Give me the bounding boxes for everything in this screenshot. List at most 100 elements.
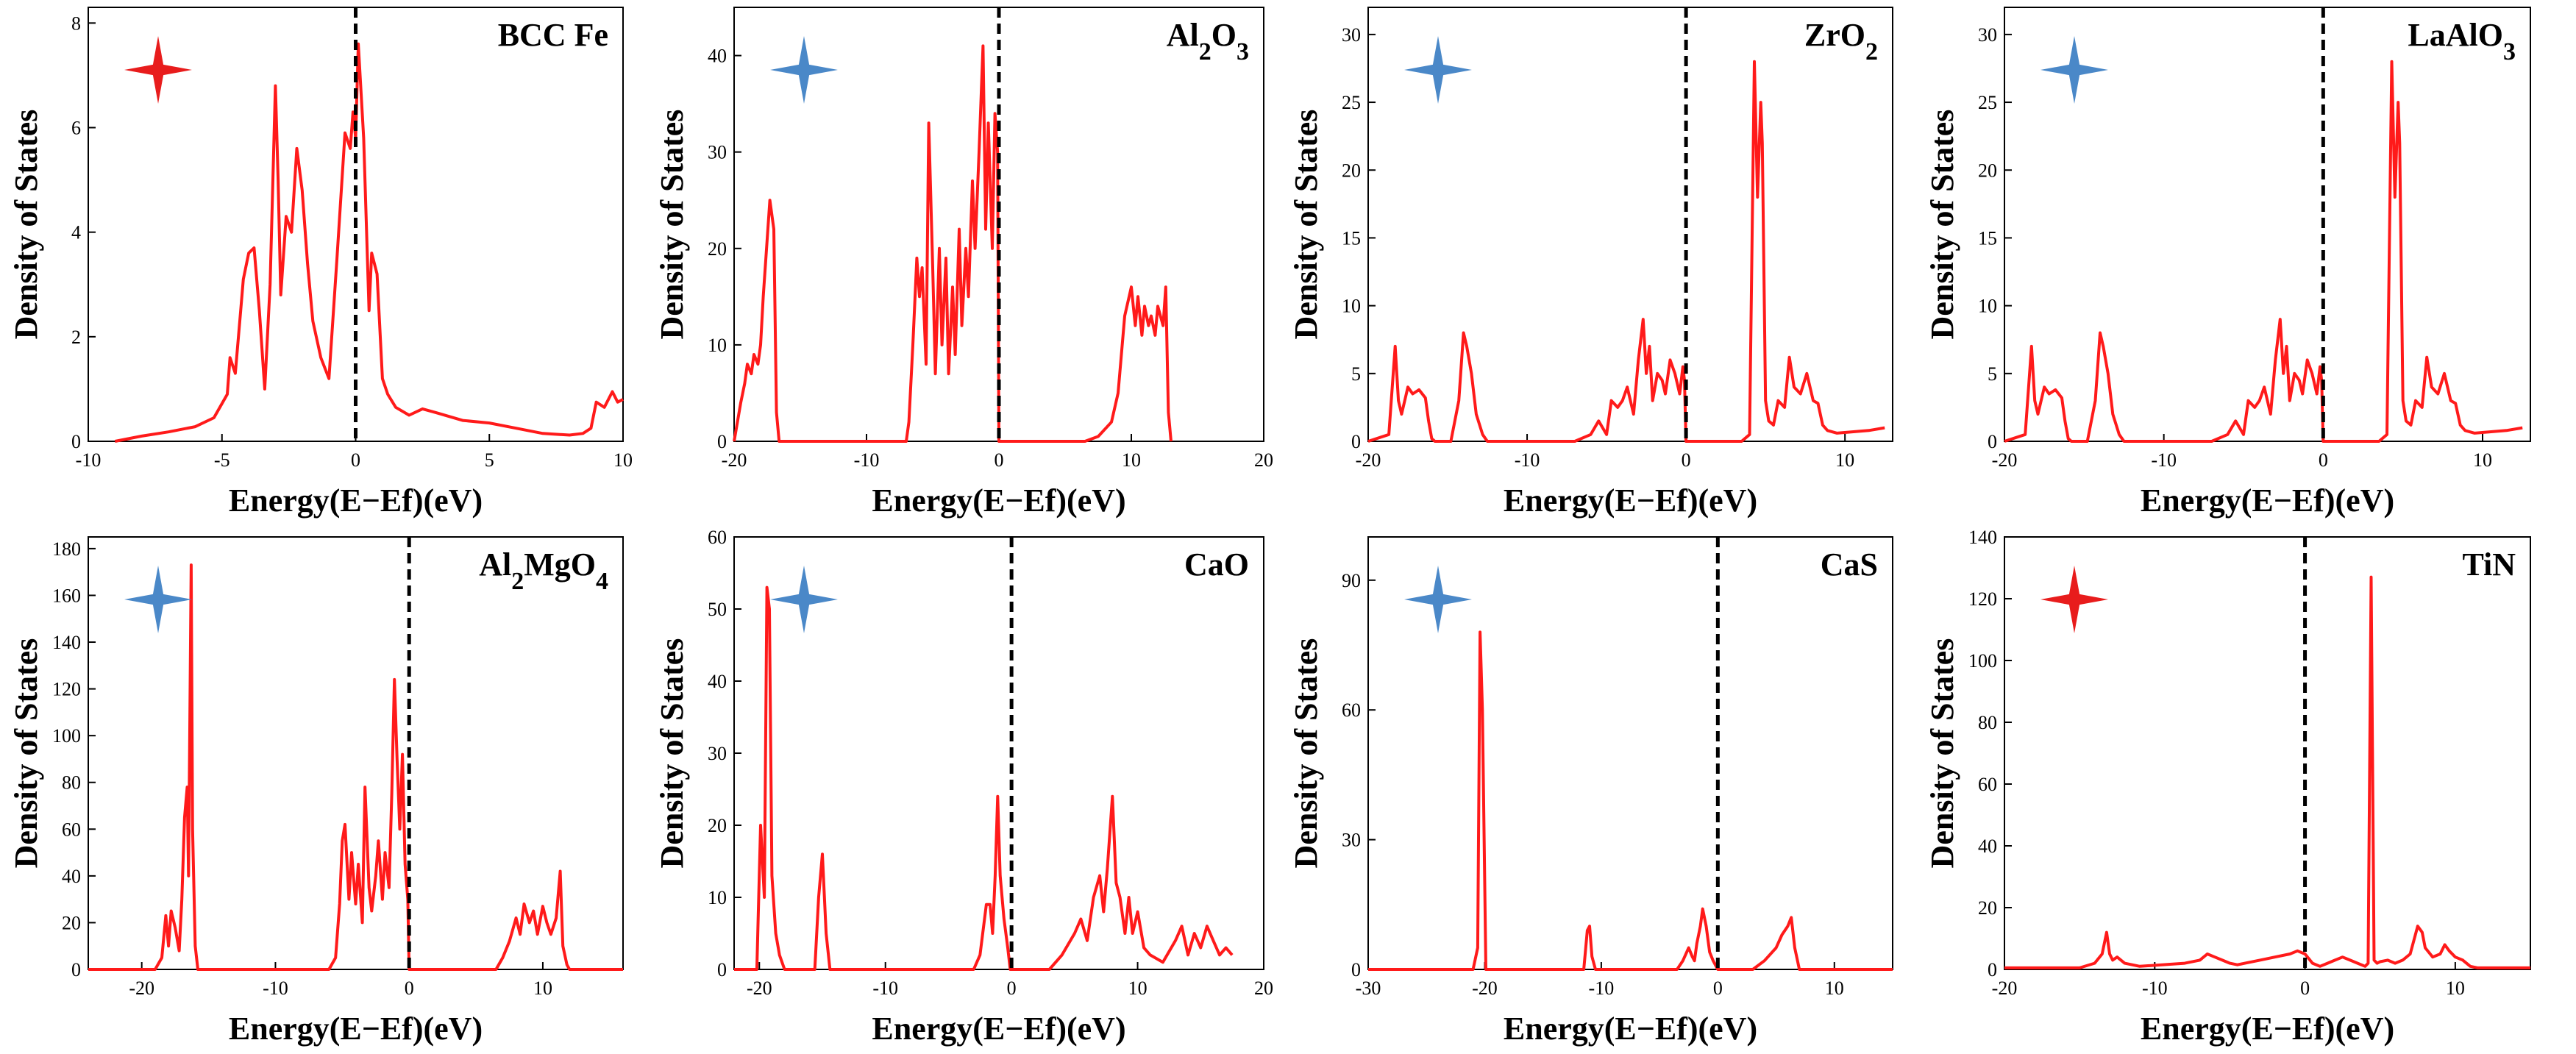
y-axis-label: Density of States <box>8 110 44 340</box>
panel-title: ZrO2 <box>1804 17 1878 65</box>
y-tick-label: 120 <box>1968 588 1997 610</box>
x-tick-label: -20 <box>747 978 772 999</box>
y-tick-label: 15 <box>1978 227 1997 249</box>
dos-panel-6: -20 -10 0 10 20 0 10 20 30 40 50 60 CaO Energy(E−Ef)(… <box>654 527 1273 1047</box>
y-tick-label: 50 <box>708 599 727 620</box>
dos-curve <box>2004 60 2523 443</box>
panel-title: CaO <box>1184 546 1249 583</box>
y-axis-label: Density of States <box>654 638 690 869</box>
y-tick-label: 40 <box>1978 836 1997 857</box>
blue-star-icon <box>124 566 192 633</box>
y-tick-label: 10 <box>708 887 727 908</box>
x-axis-label: Energy(E−Ef)(eV) <box>1504 483 1757 519</box>
y-tick-label: 40 <box>708 46 727 67</box>
y-tick-label: 20 <box>708 238 727 260</box>
plot-frame <box>88 536 624 970</box>
y-tick-label: 100 <box>52 725 81 747</box>
y-tick-label: 5 <box>1351 363 1361 385</box>
x-tick-label: -5 <box>214 449 230 471</box>
dos-panel-4: -20 -10 0 10 0 5 10 15 20 25 30 LaAlO3 Energy(E−Ef)(… <box>1924 7 2531 519</box>
x-tick-label: 0 <box>1713 978 1723 999</box>
y-tick-label: 0 <box>71 959 81 980</box>
dos-curve <box>734 585 1234 971</box>
x-tick-label: -20 <box>1992 449 2018 471</box>
y-tick-label: 8 <box>71 13 81 34</box>
x-tick-label: -10 <box>263 978 288 999</box>
dos-curve <box>1367 60 1885 443</box>
y-tick-label: 30 <box>1342 24 1361 46</box>
panel-title: Al2MgO4 <box>479 546 608 595</box>
y-tick-label: 20 <box>1978 160 1997 181</box>
y-tick-label: 40 <box>62 866 81 887</box>
x-axis-label: Energy(E−Ef)(eV) <box>872 483 1125 519</box>
y-tick-label: 60 <box>708 527 727 548</box>
y-tick-label: 25 <box>1342 92 1361 113</box>
y-tick-label: 80 <box>1978 712 1997 733</box>
dos-panel-1: -10 -5 0 5 10 0 2 4 6 8 BCC Fe Energy(E−Ef)(eV) Dens… <box>8 7 633 519</box>
y-tick-label: 60 <box>1342 699 1361 721</box>
dos-panel-2: -20 -10 0 10 20 0 10 20 30 40 Al2O3 Energy(E−Ef)(eV… <box>654 7 1273 519</box>
y-tick-label: 0 <box>1988 959 1997 980</box>
y-axis-label: Density of States <box>1924 110 1960 340</box>
y-tick-label: 30 <box>708 142 727 163</box>
x-tick-label: -10 <box>1589 978 1615 999</box>
y-axis-label: Density of States <box>1288 638 1324 869</box>
panel-title: Al2O3 <box>1167 17 1249 65</box>
x-tick-label: 0 <box>351 449 360 471</box>
y-tick-label: 20 <box>1978 897 1997 919</box>
y-tick-label: 10 <box>1978 296 1997 317</box>
blue-star-icon <box>1404 566 1472 633</box>
dos-panel-3: -20 -10 0 10 0 5 10 15 20 25 30 ZrO2 Energy(E−Ef)(eV… <box>1288 7 1893 519</box>
x-tick-label: -20 <box>1472 978 1498 999</box>
x-tick-label: -10 <box>2151 449 2177 471</box>
x-tick-label: 0 <box>2300 978 2310 999</box>
dos-panel-8: -20 -10 0 10020406080100120140TiNEnergy(E−E… <box>1924 527 2531 1047</box>
y-tick-label: 80 <box>62 772 81 794</box>
red-star-icon <box>2040 566 2108 633</box>
y-tick-label: 120 <box>52 679 81 700</box>
y-tick-label: 30 <box>1342 830 1361 851</box>
y-tick-label: 160 <box>52 585 81 606</box>
x-tick-label: -20 <box>722 449 747 471</box>
y-tick-label: 0 <box>71 431 81 452</box>
y-tick-label: 0 <box>717 431 727 452</box>
x-axis-label: Energy(E−Ef)(eV) <box>229 1011 483 1047</box>
x-tick-label: 10 <box>2473 449 2492 471</box>
x-tick-label: -20 <box>1992 978 2018 999</box>
x-tick-label: -20 <box>129 978 154 999</box>
y-tick-label: 2 <box>71 327 81 348</box>
blue-star-icon <box>2040 36 2108 104</box>
plot-frame <box>2004 536 2531 970</box>
plot-frame <box>2004 7 2531 442</box>
x-axis-label: Energy(E−Ef)(eV) <box>2141 483 2394 519</box>
dos-curve <box>1368 630 1893 971</box>
y-tick-label: 0 <box>1351 959 1361 980</box>
y-axis-label: Density of States <box>8 638 44 869</box>
x-tick-label: 0 <box>2319 449 2328 471</box>
y-tick-label: 60 <box>1978 774 1997 795</box>
dos-panel-7: -30 -20 -10 0 10 0 30 60 90 CaS Energy(E−Ef)(eV) De… <box>1288 536 1893 1047</box>
y-tick-label: 15 <box>1342 227 1361 249</box>
y-tick-label: 0 <box>1351 431 1361 452</box>
y-tick-label: 20 <box>1342 160 1361 181</box>
y-axis-label: Density of States <box>1288 110 1324 340</box>
x-tick-label: 20 <box>1254 449 1273 471</box>
x-tick-label: 10 <box>1122 449 1141 471</box>
x-tick-label: 20 <box>1254 978 1273 999</box>
y-tick-label: 4 <box>71 222 81 243</box>
panel-title: BCC Fe <box>498 17 608 53</box>
x-tick-label: 10 <box>613 449 633 471</box>
x-tick-label: 0 <box>995 449 1004 471</box>
x-tick-label: 0 <box>405 978 414 999</box>
x-tick-label: 10 <box>1825 978 1844 999</box>
y-axis-label: Density of States <box>654 110 690 340</box>
x-axis-label: Energy(E−Ef)(eV) <box>2141 1011 2394 1047</box>
y-tick-label: 5 <box>1988 363 1997 385</box>
x-tick-label: -10 <box>76 449 102 471</box>
y-tick-label: 20 <box>62 912 81 933</box>
y-tick-label: 90 <box>1342 570 1361 591</box>
blue-star-icon <box>770 566 838 633</box>
y-tick-label: 6 <box>71 117 81 138</box>
